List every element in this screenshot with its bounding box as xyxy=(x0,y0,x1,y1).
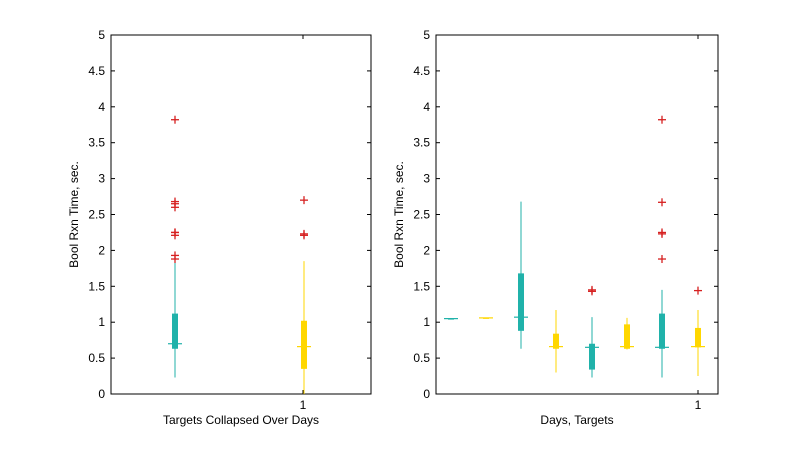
box-body xyxy=(589,343,595,370)
y-tick-label: 4.5 xyxy=(413,64,430,78)
y-axis-label: Bool Rxn Time, sec. xyxy=(67,161,81,268)
y-tick-label: 4 xyxy=(98,100,105,114)
outlier-marker xyxy=(300,229,308,238)
box-group xyxy=(168,115,182,378)
y-tick-label: 0 xyxy=(423,387,430,401)
y-tick-label: 3.5 xyxy=(88,136,105,150)
box-body xyxy=(172,313,178,349)
outlier-marker xyxy=(658,115,666,124)
y-tick-label: 0.5 xyxy=(413,351,430,365)
y-tick-label: 2 xyxy=(98,243,105,257)
y-tick-label: 5 xyxy=(98,28,105,42)
right-boxplot-panel: 0 0.5 1 1.5 2 2.5 3 3.5 4 4.5 5 1 Days, Targets Bool … xyxy=(392,28,719,427)
x-axis-label: Targets Collapsed Over Days xyxy=(163,413,319,427)
y-tick-label: 1.5 xyxy=(413,279,430,293)
plot-frame xyxy=(435,34,719,395)
outlier-marker xyxy=(694,286,702,295)
box-body xyxy=(553,333,559,349)
y-tick-label: 4.5 xyxy=(88,64,105,78)
y-tick-label: 1 xyxy=(98,315,105,329)
y-tick-label: 5 xyxy=(423,28,430,42)
y-tick-label: 1 xyxy=(423,315,430,329)
y-tick-label: 3 xyxy=(423,172,430,186)
y-tick-label: 2.5 xyxy=(88,208,105,222)
y-axis-label: Bool Rxn Time, sec. xyxy=(392,161,406,268)
y-tick-label: 0 xyxy=(98,387,105,401)
outlier-marker xyxy=(171,251,179,260)
box-body xyxy=(301,320,307,369)
y-tick-label: 2 xyxy=(423,243,430,257)
y-tick-label: 3.5 xyxy=(413,136,430,150)
outlier-marker xyxy=(171,228,179,237)
y-tick-label: 0.5 xyxy=(88,351,105,365)
outlier-marker xyxy=(300,196,308,205)
box-group xyxy=(620,317,634,350)
y-tick-label: 1.5 xyxy=(88,279,105,293)
box-body xyxy=(695,327,701,348)
box-group xyxy=(655,115,669,378)
outlier-marker xyxy=(658,198,666,207)
y-tick-label: 4 xyxy=(423,100,430,114)
box-group xyxy=(444,318,458,320)
outlier-marker xyxy=(658,228,666,237)
box-group xyxy=(585,285,599,378)
box-body xyxy=(518,273,524,331)
box-group xyxy=(549,309,563,373)
x-tick-label: 1 xyxy=(300,398,307,412)
box-group xyxy=(297,196,311,394)
x-tick-label: 1 xyxy=(695,398,702,412)
box-body xyxy=(624,324,630,349)
plot-frame xyxy=(110,34,372,395)
box-body xyxy=(659,313,665,349)
box-group xyxy=(479,317,493,319)
outlier-marker xyxy=(588,285,596,294)
box-group xyxy=(514,201,528,349)
box-group xyxy=(691,286,705,377)
y-tick-label: 2.5 xyxy=(413,208,430,222)
x-axis-label: Days, Targets xyxy=(540,413,613,427)
outlier-marker xyxy=(658,255,666,264)
outlier-marker xyxy=(171,115,179,124)
outlier-marker xyxy=(171,197,179,206)
y-tick-label: 3 xyxy=(98,172,105,186)
